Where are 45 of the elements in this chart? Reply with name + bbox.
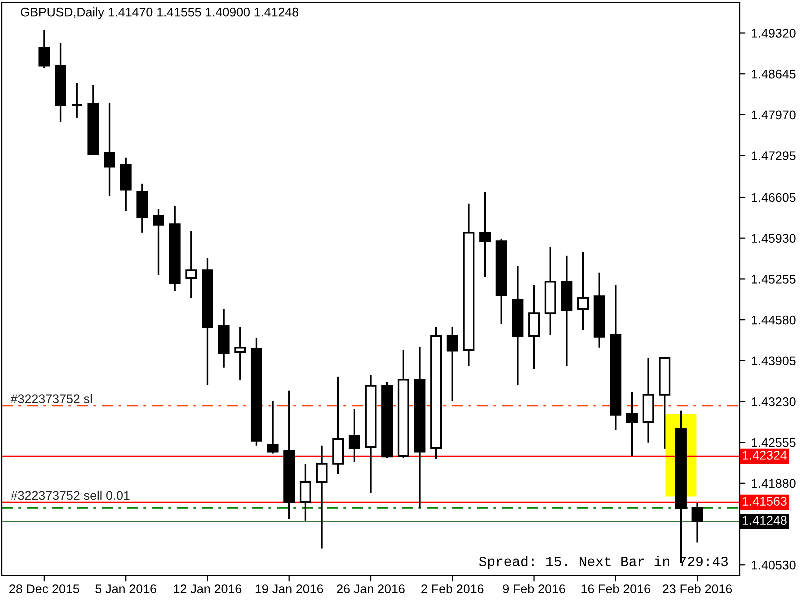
candlestick <box>480 192 492 278</box>
x-tick-label: 9 Feb 2016 <box>503 584 566 594</box>
candlestick <box>316 445 328 550</box>
y-tick-label: 1.41880 <box>752 479 796 488</box>
x-tick-label: 16 Feb 2016 <box>582 584 650 594</box>
y-tick-label: 1.49320 <box>752 29 796 38</box>
candlestick <box>348 408 360 464</box>
y-tick-label: 1.45255 <box>752 275 796 284</box>
candlestick <box>300 463 312 522</box>
x-tick-label: 28 Dec 2015 <box>10 584 80 594</box>
ref-line-label: 1.41248 <box>743 516 787 526</box>
x-tick-label: 2 Feb 2016 <box>422 584 484 594</box>
x-tick-label: 12 Jan 2016 <box>174 584 242 594</box>
candlestick <box>153 208 164 276</box>
x-tick-label: 19 Jan 2016 <box>256 584 324 594</box>
y-tick-label: 1.48645 <box>752 70 796 79</box>
candlestick <box>104 102 116 197</box>
chart-title: GBPUSD,Daily 1.41470 1.41555 1.40900 1.41248 <box>21 8 299 20</box>
candlestick <box>446 326 458 402</box>
ref-line-label: 1.42324 <box>743 451 788 460</box>
ref-line-label: 1.41563 <box>743 497 787 506</box>
candlestick <box>626 391 638 458</box>
annotation: #322373752 sl <box>10 394 92 404</box>
y-tick-label: 1.43905 <box>752 356 796 366</box>
annotation: #322373752 sell 0.01 <box>10 490 130 500</box>
y-tick-label: 1.45930 <box>752 234 796 244</box>
x-tick-label: 5 Jan 2016 <box>96 584 156 594</box>
candlestick <box>71 82 83 119</box>
x-tick-label: 23 Feb 2016 <box>663 584 732 594</box>
y-tick-label: 1.40530 <box>752 560 796 570</box>
y-tick-label: 1.46605 <box>752 193 796 202</box>
y-tick-label: 1.42555 <box>752 438 796 448</box>
candlestick <box>528 284 540 370</box>
y-tick-label: 1.47970 <box>752 110 796 120</box>
y-tick-label: 1.43230 <box>752 398 796 406</box>
candlestick <box>578 251 589 332</box>
candlestick <box>692 502 704 544</box>
candlestick <box>38 29 50 70</box>
candlestick <box>234 326 246 381</box>
annotation: Spread: 15. Next Bar in 729:43 <box>479 556 728 570</box>
candlestick <box>186 230 198 300</box>
y-tick-label: 1.47295 <box>752 152 796 160</box>
x-tick-label: 26 Jan 2016 <box>337 584 405 594</box>
candlestick <box>267 400 279 455</box>
y-tick-label: 1.44580 <box>752 316 796 325</box>
